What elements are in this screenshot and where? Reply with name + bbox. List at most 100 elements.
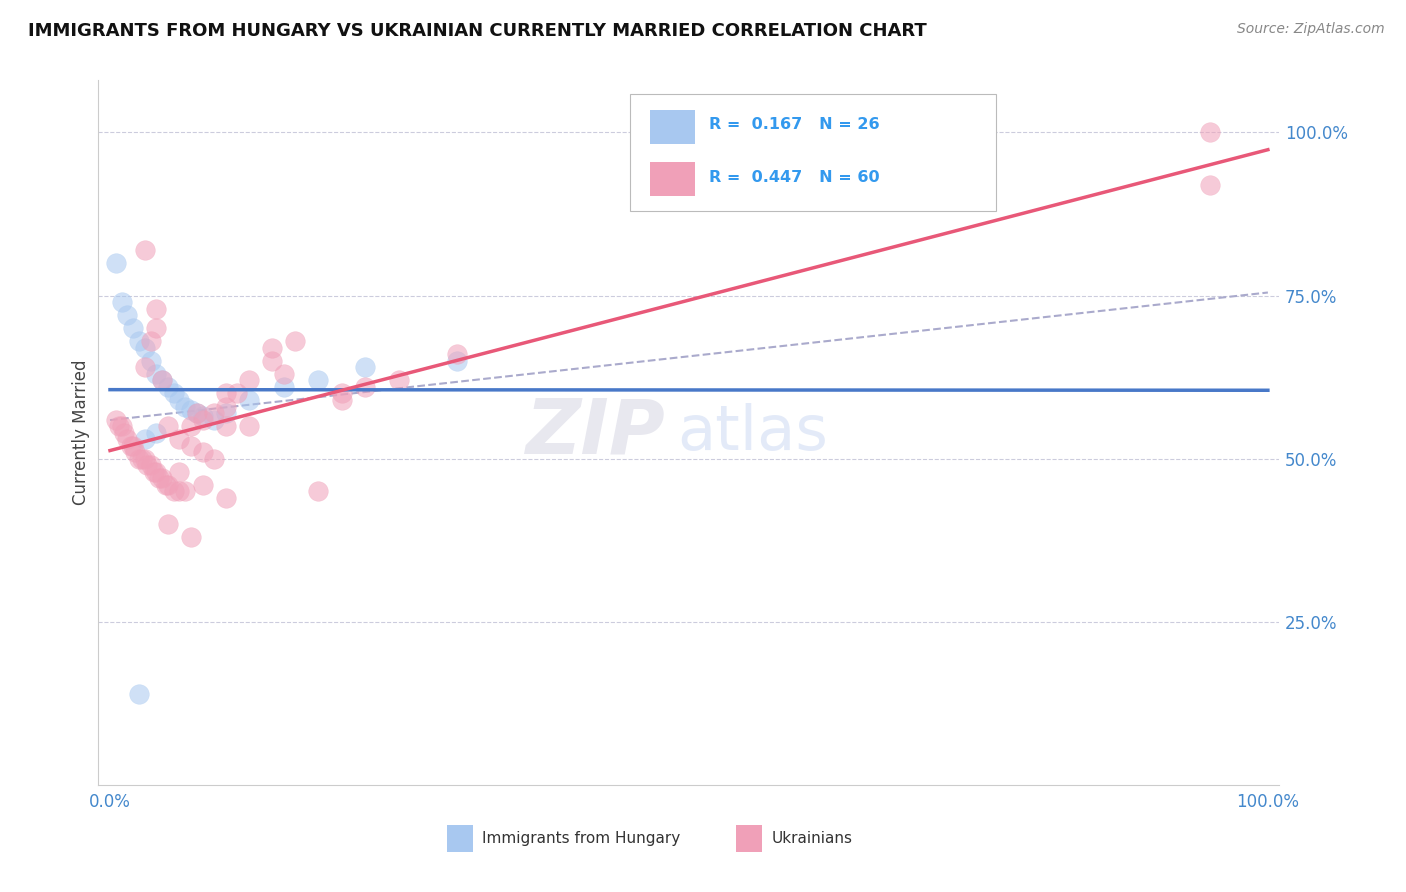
Text: ZIP: ZIP [526, 396, 665, 469]
Point [180, 530, 202, 544]
Point [215, 406, 238, 420]
Point [215, 491, 238, 505]
Text: Immigrants from Hungary: Immigrants from Hungary [482, 831, 681, 846]
Point [150, 373, 173, 387]
Point [388, 373, 411, 387]
Bar [737, 825, 762, 852]
Point [163, 386, 186, 401]
Text: Source: ZipAtlas.com: Source: ZipAtlas.com [1237, 22, 1385, 37]
Point [104, 412, 127, 426]
Point [202, 451, 225, 466]
Point [174, 400, 197, 414]
Point [262, 354, 284, 368]
Point [169, 484, 191, 499]
Point [215, 386, 238, 401]
Point [122, 321, 145, 335]
Point [112, 425, 135, 440]
Point [110, 295, 132, 310]
Point [174, 484, 197, 499]
Point [169, 465, 191, 479]
Point [202, 412, 225, 426]
Point [150, 373, 173, 387]
Point [145, 367, 167, 381]
Point [215, 400, 238, 414]
FancyBboxPatch shape [630, 95, 995, 211]
Point [128, 451, 150, 466]
Point [117, 308, 139, 322]
Point [273, 367, 295, 381]
Point [156, 478, 179, 492]
Point [273, 380, 295, 394]
Point [134, 360, 156, 375]
Point [238, 419, 260, 434]
Point [156, 419, 179, 434]
Point [150, 471, 173, 485]
Point [191, 409, 214, 424]
Point [307, 484, 329, 499]
Text: R =  0.447   N = 60: R = 0.447 N = 60 [709, 169, 880, 185]
Point [215, 419, 238, 434]
Point [186, 406, 208, 420]
Point [104, 256, 127, 270]
Point [139, 354, 162, 368]
Point [307, 373, 329, 387]
Point [156, 380, 179, 394]
Point [136, 458, 159, 473]
Point [226, 386, 249, 401]
Point [169, 392, 191, 407]
Point [145, 301, 167, 316]
Bar [650, 110, 695, 144]
Text: R =  0.167   N = 26: R = 0.167 N = 26 [709, 117, 880, 132]
Point [191, 412, 214, 426]
Point [169, 432, 191, 446]
Point [148, 471, 170, 485]
Point [131, 451, 153, 466]
Point [180, 439, 202, 453]
Point [238, 373, 260, 387]
Point [134, 243, 156, 257]
Point [446, 347, 468, 361]
Point [110, 419, 132, 434]
Point [446, 354, 468, 368]
Point [202, 406, 225, 420]
Point [145, 465, 167, 479]
Point [284, 334, 307, 349]
Text: atlas: atlas [678, 402, 828, 463]
Point [191, 478, 214, 492]
Point [108, 419, 131, 434]
Point [180, 419, 202, 434]
Point [143, 465, 166, 479]
Point [330, 392, 353, 407]
Point [262, 341, 284, 355]
Point [122, 439, 145, 453]
Point [117, 432, 139, 446]
Point [353, 360, 375, 375]
Point [139, 458, 162, 473]
Point [1199, 126, 1222, 140]
Point [128, 687, 150, 701]
Point [155, 478, 177, 492]
Text: IMMIGRANTS FROM HUNGARY VS UKRAINIAN CURRENTLY MARRIED CORRELATION CHART: IMMIGRANTS FROM HUNGARY VS UKRAINIAN CUR… [28, 22, 927, 40]
Point [134, 341, 156, 355]
Bar [650, 162, 695, 196]
Point [145, 425, 167, 440]
Point [353, 380, 375, 394]
Point [120, 439, 142, 453]
Bar [447, 825, 472, 852]
Point [124, 445, 146, 459]
Point [128, 334, 150, 349]
Point [330, 386, 353, 401]
Point [238, 392, 260, 407]
Point [163, 484, 186, 499]
Text: Ukrainians: Ukrainians [772, 831, 852, 846]
Point [145, 321, 167, 335]
Point [1199, 178, 1222, 192]
Point [139, 334, 162, 349]
Point [186, 406, 208, 420]
Point [156, 516, 179, 531]
Point [180, 402, 202, 417]
Y-axis label: Currently Married: Currently Married [72, 359, 90, 506]
Point [134, 432, 156, 446]
Point [191, 445, 214, 459]
Point [134, 451, 156, 466]
